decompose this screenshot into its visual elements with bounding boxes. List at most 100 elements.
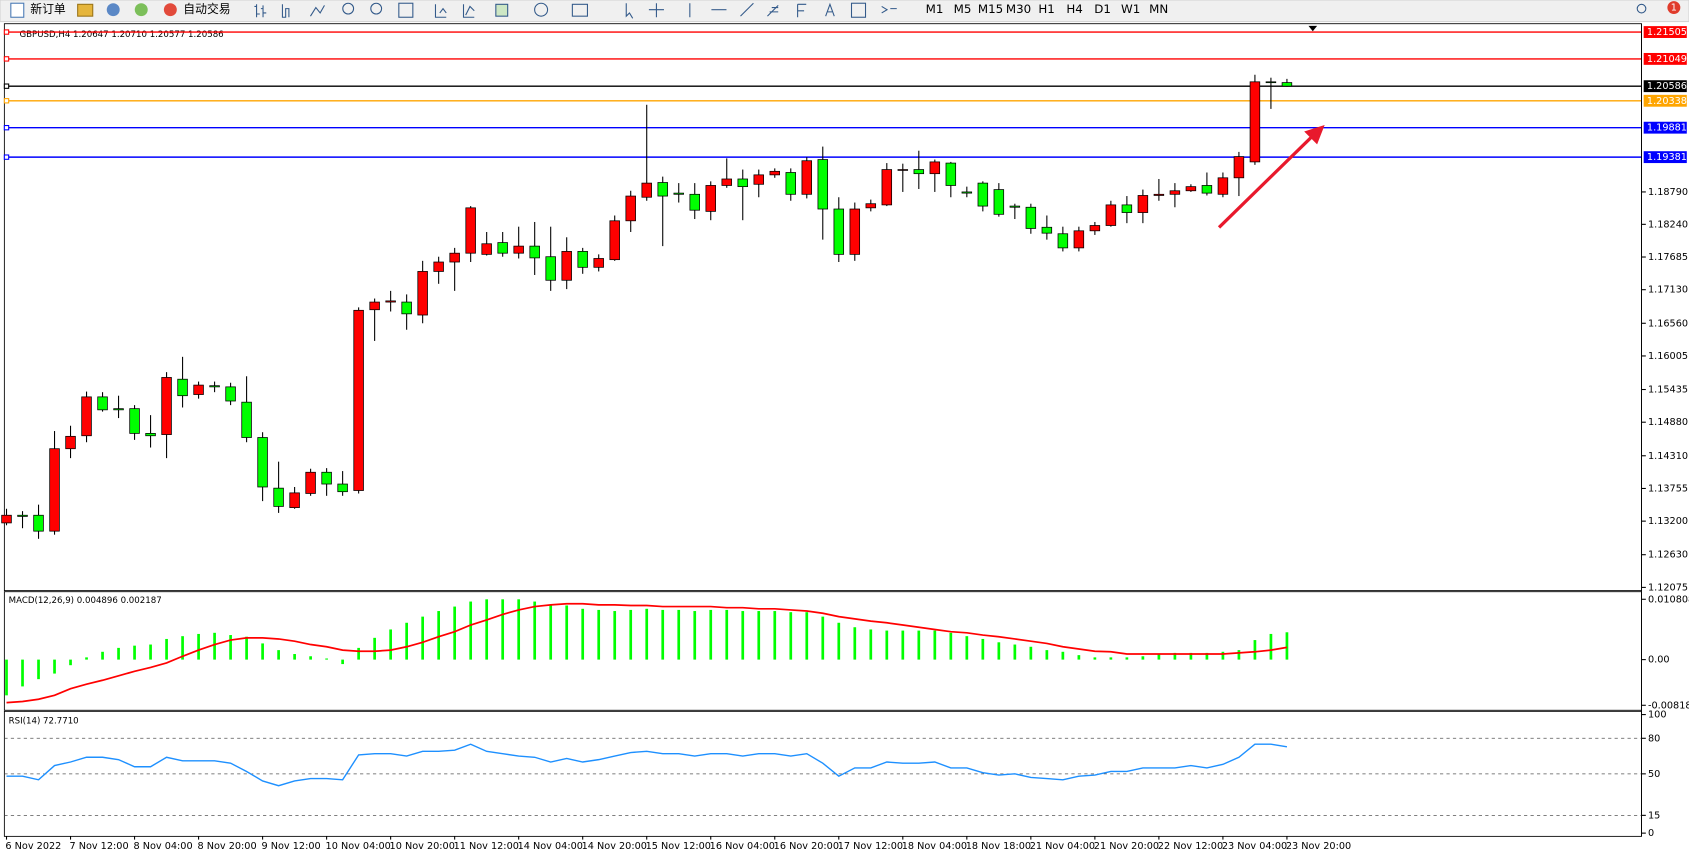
timeframe-button[interactable]: H4 xyxy=(1066,2,1082,16)
search-icon[interactable] xyxy=(1636,3,1647,14)
price-level-label: 1.21505 xyxy=(1647,27,1687,38)
x-tick-label: 7 Nov 12:00 xyxy=(69,841,128,852)
macd-bar xyxy=(1029,646,1033,660)
candle-body xyxy=(1025,206,1037,229)
macd-bar xyxy=(5,659,8,696)
macd-bar xyxy=(1157,654,1161,660)
price-level-label: 1.20586 xyxy=(1647,81,1687,92)
candle-body xyxy=(961,191,973,194)
y-tick-label: 1.12630 xyxy=(1648,550,1688,561)
macd-bar xyxy=(981,638,985,660)
y-tick-label: 1.12075 xyxy=(1648,582,1688,593)
candle-body xyxy=(593,258,604,268)
candle-body xyxy=(177,378,188,397)
icon[interactable] xyxy=(281,4,290,18)
timeframe-button[interactable]: H1 xyxy=(1038,2,1054,16)
icon[interactable] xyxy=(571,3,588,17)
icon[interactable] xyxy=(850,2,867,18)
y-tick-label: 1.15435 xyxy=(1648,385,1688,396)
macd-bar xyxy=(565,605,569,660)
macd-bar xyxy=(965,636,969,660)
icon[interactable] xyxy=(534,2,549,17)
new-order-button[interactable]: 新订单 xyxy=(10,2,66,18)
icon[interactable] xyxy=(309,5,325,17)
icon[interactable] xyxy=(825,2,835,17)
macd-bar xyxy=(917,630,921,660)
timeframe-button[interactable]: W1 xyxy=(1121,2,1140,16)
candle-body xyxy=(625,195,636,222)
icon[interactable] xyxy=(797,3,807,18)
toolbar-icons[interactable] xyxy=(254,2,897,19)
candle-body xyxy=(257,437,268,488)
icon[interactable] xyxy=(462,4,475,18)
icon[interactable] xyxy=(77,3,94,17)
icon[interactable] xyxy=(106,3,120,17)
timeframe-button[interactable]: MN xyxy=(1149,2,1168,16)
macd-bar xyxy=(229,635,232,660)
candle-body xyxy=(209,385,220,388)
x-tick-label: 10 Nov 20:00 xyxy=(390,841,455,852)
macd-bar xyxy=(69,659,72,666)
indicator-title: MACD(12,26,9) 0.004896 0.002187 xyxy=(9,596,162,606)
icon[interactable] xyxy=(254,4,267,18)
candle-body xyxy=(321,471,332,485)
x-tick-label: 15 Nov 12:00 xyxy=(646,841,711,852)
price-level-tag xyxy=(1643,151,1687,164)
candle-body xyxy=(705,185,716,212)
y-tick-label: 1.16005 xyxy=(1648,351,1688,362)
icon[interactable] xyxy=(398,2,414,18)
x-tick-label: 14 Nov 20:00 xyxy=(582,841,647,852)
x-tick-label: 21 Nov 04:00 xyxy=(1030,841,1095,852)
macd-bar xyxy=(37,659,40,680)
timeframe-button[interactable]: D1 xyxy=(1094,2,1111,16)
icon[interactable] xyxy=(495,3,509,17)
chart-title: GBPUSD,H4 1.20647 1.20710 1.20577 1.2058… xyxy=(19,30,223,40)
macd-bar xyxy=(1093,657,1097,660)
candle-body xyxy=(881,169,893,206)
price-level-tag xyxy=(1643,94,1687,107)
icon[interactable] xyxy=(434,4,447,18)
candle-body xyxy=(833,208,845,255)
icon[interactable] xyxy=(767,5,779,17)
notification[interactable]: 1 xyxy=(1667,1,1681,15)
y-tick-label: 50 xyxy=(1648,769,1660,780)
icon[interactable] xyxy=(370,2,383,15)
macd-bar xyxy=(533,601,537,660)
chart-shift-marker xyxy=(1308,25,1318,32)
candle-body xyxy=(369,301,380,311)
candle-body xyxy=(1201,185,1213,194)
icon[interactable] xyxy=(881,6,897,14)
y-tick-label: 1.16560 xyxy=(1648,318,1688,329)
macd-bar xyxy=(405,622,408,660)
candle-body xyxy=(193,384,204,395)
icon[interactable] xyxy=(648,3,664,18)
icon[interactable] xyxy=(342,2,355,15)
icon[interactable] xyxy=(740,2,754,17)
timeframe-button[interactable]: M15 xyxy=(978,2,1003,16)
timeframe-button[interactable]: M1 xyxy=(926,2,944,16)
icon[interactable] xyxy=(134,3,148,17)
timeframe-button[interactable]: M5 xyxy=(954,2,972,16)
macd-bar xyxy=(245,636,248,660)
macd-bar xyxy=(85,657,88,660)
candle-body xyxy=(865,203,877,209)
macd-bar xyxy=(1109,657,1113,660)
x-tick-label: 6 Nov 2022 xyxy=(5,841,61,852)
macd-bar xyxy=(469,601,473,660)
candle-body xyxy=(689,193,700,211)
x-tick-label: 22 Nov 12:00 xyxy=(1158,841,1223,852)
price-level-handle xyxy=(3,83,10,89)
icon[interactable] xyxy=(625,3,634,19)
candle-body xyxy=(1057,233,1069,249)
macd-bar xyxy=(1173,652,1177,660)
candle-body xyxy=(737,178,748,188)
auto-trading-button[interactable]: 自动交易 xyxy=(163,2,231,16)
candle-body xyxy=(785,172,796,195)
candle-body xyxy=(1041,226,1053,234)
timeframe-button[interactable]: M30 xyxy=(1006,2,1031,16)
y-tick-label: 1.13755 xyxy=(1648,483,1688,494)
candle-body xyxy=(225,386,236,402)
macd-bar xyxy=(437,611,441,660)
